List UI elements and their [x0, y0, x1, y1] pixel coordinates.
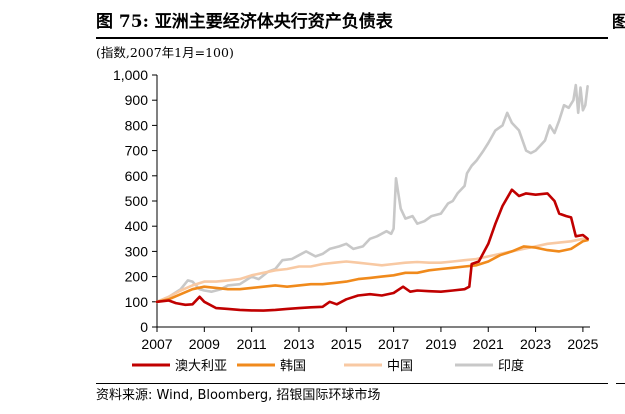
y-tick-label: 1,000	[113, 67, 148, 83]
x-tick-label: 2015	[331, 336, 362, 352]
x-tick-label: 2021	[473, 336, 504, 352]
x-tick-label: 2019	[425, 336, 456, 352]
y-tick-label: 600	[125, 168, 149, 184]
series-line-1	[155, 238, 589, 304]
x-tick-label: 2013	[283, 336, 314, 352]
x-tick-label: 2025	[567, 336, 598, 352]
y-tick-label: 100	[125, 294, 149, 310]
x-tick-label: 2009	[189, 336, 220, 352]
x-tick-label: 2011	[237, 336, 267, 352]
y-axis-unit-note: (指数,2007年1月=100)	[96, 45, 234, 60]
legend-label: 澳大利亚	[175, 358, 227, 374]
chart-legend: 澳大利亚 韩国 中国 印度	[132, 358, 524, 374]
y-tick-label: 300	[125, 243, 149, 259]
y-tick-label: 0	[140, 319, 148, 335]
x-tick-label: 2017	[378, 336, 409, 352]
y-tick-label: 400	[125, 218, 149, 234]
y-tick-label: 700	[125, 143, 149, 159]
legend-label: 中国	[387, 359, 413, 374]
series-line-3	[155, 83, 589, 304]
y-tick-label: 900	[125, 92, 149, 108]
legend-label: 印度	[498, 358, 524, 374]
title-rule	[96, 37, 608, 39]
x-tick-label: 2023	[520, 336, 551, 352]
chart-series	[155, 83, 589, 312]
y-tick-label: 800	[125, 117, 149, 133]
x-tick-label: 2007	[141, 336, 172, 352]
series-line-0	[155, 188, 589, 312]
source-rule	[96, 383, 608, 384]
chart-axes: 0 100 200 300 400 500 600 700 800 900 1,000 2007 200…	[113, 67, 599, 352]
y-tick-label: 500	[125, 193, 149, 209]
adjacent-figure-title-fragment: 图	[612, 12, 625, 31]
chart-title: 图 75: 亚洲主要经济体央行资产负债表	[96, 12, 393, 32]
source-note: 资料来源: Wind, Bloomberg, 招银国际环球市场	[96, 388, 381, 403]
adjacent-figure-rule	[616, 383, 625, 384]
y-tick-label: 200	[125, 269, 149, 285]
legend-label: 韩国	[280, 359, 306, 374]
series-line-2	[155, 237, 589, 304]
